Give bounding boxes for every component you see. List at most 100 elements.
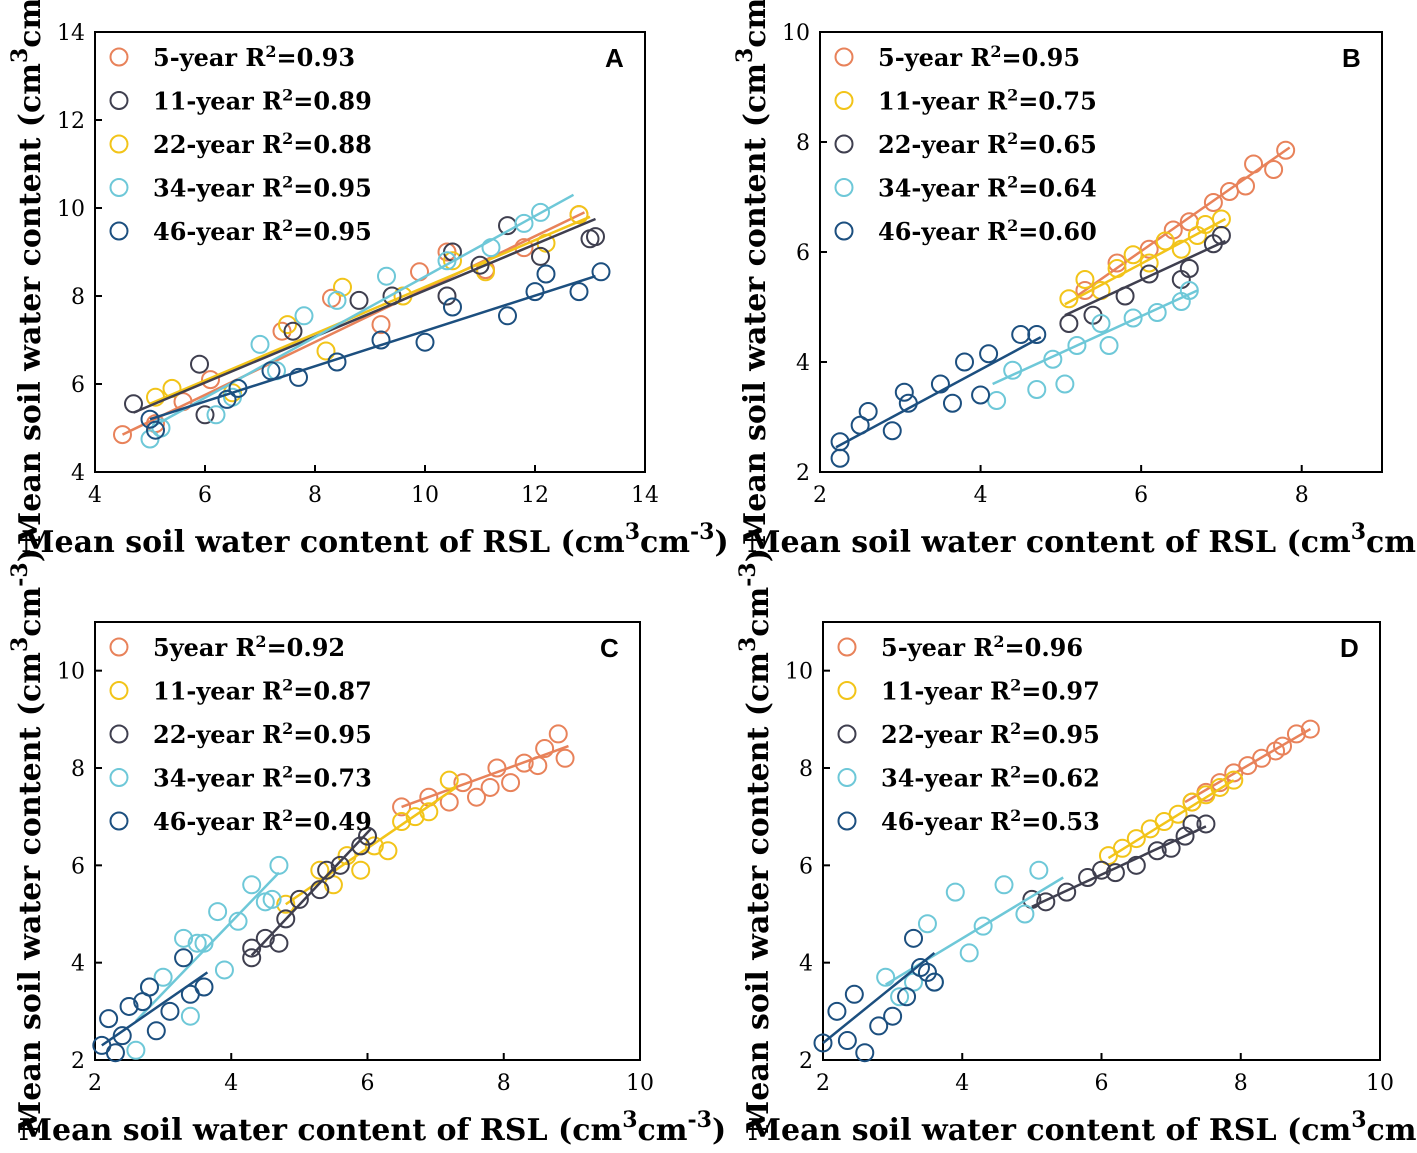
data-point (283, 321, 303, 341)
fit-line (1064, 217, 1227, 306)
legend-entry: 11-year R2=0.97 (881, 675, 1100, 706)
data-point (377, 266, 396, 286)
data-point (844, 984, 864, 1004)
data-point (272, 321, 292, 341)
legend-entry: 22-year R2=0.95 (881, 719, 1100, 750)
legend-marker (109, 768, 129, 787)
y-tick-label: 10 (57, 197, 85, 222)
x-tick-label: 10 (411, 483, 439, 508)
data-point (1123, 308, 1143, 328)
data-point (330, 855, 350, 875)
data-point (269, 855, 289, 875)
data-point (535, 739, 555, 759)
legend-marker (834, 221, 854, 241)
legend-marker (109, 178, 129, 197)
series-34-year (126, 855, 289, 1060)
y-tick-label: 4 (71, 952, 85, 977)
panel-B: 2 4 6 8 2 4 6 8 10 Mean soil water content of RSL… (732, 0, 1417, 560)
x-tick-label: 6 (198, 483, 212, 508)
data-point (858, 402, 878, 421)
data-point (942, 393, 962, 413)
data-point (1067, 336, 1087, 355)
x-tick-label: 10 (626, 1071, 654, 1096)
legend-marker (834, 178, 854, 197)
x-tick-label: 2 (813, 483, 827, 508)
legend-entry: 46-year R2=0.95 (153, 216, 372, 247)
series-34-year (987, 281, 1199, 410)
data-point (917, 962, 937, 982)
series-46-year (830, 325, 1047, 468)
x-tick-label: 8 (497, 1071, 511, 1096)
data-point (371, 315, 391, 335)
data-point (855, 1043, 875, 1063)
data-point (217, 389, 237, 409)
x-tick-label: 8 (308, 483, 322, 508)
data-point (194, 977, 214, 997)
y-tick-label: 6 (799, 854, 813, 879)
data-point (250, 334, 270, 354)
data-point (569, 205, 589, 225)
data-point (979, 344, 999, 364)
series-46-year (92, 948, 214, 1063)
data-point (569, 282, 589, 302)
y-tick-label: 10 (785, 660, 813, 685)
data-point (289, 367, 308, 387)
data-point (971, 385, 991, 405)
y-tick-label: 2 (799, 1049, 813, 1074)
data-point (467, 787, 486, 807)
x-tick-label: 10 (1366, 1071, 1394, 1096)
data-point (228, 911, 248, 931)
data-point (439, 770, 459, 790)
y-tick-label: 6 (796, 241, 810, 266)
data-point (514, 213, 534, 233)
data-point (276, 894, 296, 914)
y-tick-label: 8 (799, 757, 813, 782)
data-point (1091, 314, 1111, 333)
data-point (310, 860, 330, 880)
data-point (987, 391, 1007, 410)
legend-entry: 22-year R2=0.88 (153, 129, 372, 160)
data-point (190, 354, 209, 374)
legend-entry: 34-year R2=0.95 (153, 172, 372, 203)
fit-line (1107, 779, 1235, 860)
data-point (1171, 239, 1191, 259)
x-tick-label: 2 (816, 1071, 830, 1096)
y-tick-label: 10 (782, 21, 810, 46)
panel-letter: B (1342, 43, 1361, 73)
data-point (1236, 176, 1256, 196)
data-point (180, 1006, 200, 1026)
data-point (1179, 259, 1199, 278)
data-point (316, 341, 336, 361)
series-22-year (1022, 814, 1216, 912)
fit-line (250, 827, 372, 957)
x-tick-label: 8 (1234, 1071, 1248, 1096)
legend-marker (837, 768, 857, 787)
legend-entry: 34-year R2=0.64 (878, 172, 1097, 203)
data-point (1139, 264, 1159, 284)
data-point (113, 425, 132, 445)
data-point (415, 332, 435, 352)
legend-marker (834, 91, 854, 110)
panel-letter: D (1340, 633, 1359, 663)
y-tick-label: 8 (71, 285, 85, 310)
data-point (904, 928, 924, 948)
y-tick-label: 6 (71, 854, 85, 879)
data-point (443, 297, 462, 317)
data-point (1273, 736, 1293, 756)
x-axis-label: Mean soil water content of RSL (cm3cm-3) (748, 1107, 1417, 1148)
data-point (378, 841, 398, 861)
data-point (195, 405, 215, 425)
data-point (586, 227, 605, 247)
data-point (883, 1006, 903, 1026)
data-point (1057, 882, 1077, 902)
data-point (327, 290, 347, 310)
panel-D: 2 4 6 8 10 2 4 6 8 10 Mean soil water content of R… (735, 548, 1417, 1148)
data-point (358, 826, 377, 846)
x-axis-label: Mean soil water content of RSL (cm3cm-3) (747, 519, 1417, 560)
data-point (289, 889, 309, 909)
y-tick-label: 12 (57, 109, 85, 134)
legend-marker (109, 811, 129, 831)
data-point (278, 315, 297, 335)
data-point (126, 1040, 146, 1060)
